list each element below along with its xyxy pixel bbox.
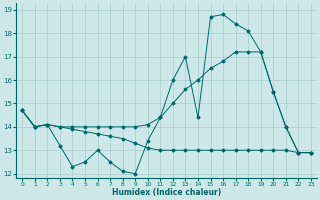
X-axis label: Humidex (Indice chaleur): Humidex (Indice chaleur) — [112, 188, 221, 197]
